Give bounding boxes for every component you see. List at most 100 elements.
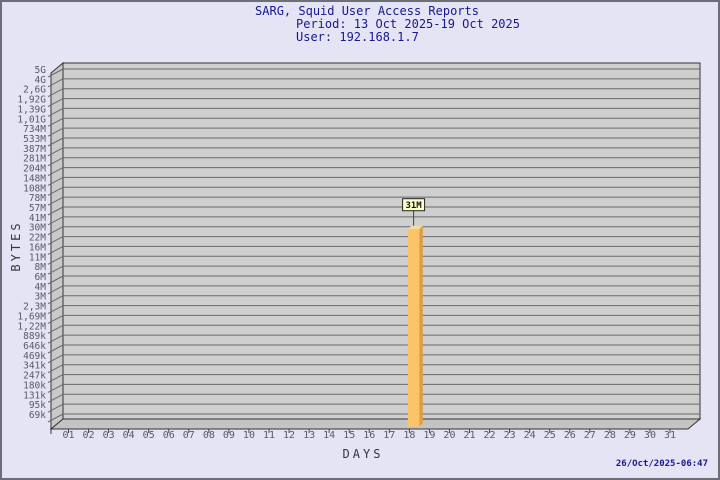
x-tick-label: 25 [544, 430, 556, 441]
x-tick-label: 12 [283, 430, 295, 441]
y-tick-mark [47, 383, 64, 393]
y-tick-label: 204M [23, 164, 46, 175]
y-tick-label: 469k [23, 351, 46, 362]
y-tick-label: 646k [23, 341, 46, 352]
x-tick-label: 20 [443, 430, 455, 441]
y-axis-title: BYTES [9, 220, 23, 272]
y-tick-label: 533M [23, 134, 46, 145]
x-tick-label: 08 [203, 430, 215, 441]
y-tick-label: 4M [35, 282, 47, 293]
x-tick-label: 31 [664, 430, 676, 441]
y-tick-mark [47, 157, 64, 167]
y-tick-label: 16M [29, 242, 46, 253]
plot-floor [49, 418, 702, 430]
x-tick-label: 17 [383, 430, 395, 441]
y-tick-mark [47, 196, 64, 206]
y-tick-label: 69k [29, 410, 46, 421]
report-timestamp: 26/Oct/2025-06:47 [615, 459, 708, 469]
bar-value-label: 31M [405, 201, 422, 211]
y-tick-label: 2,6G [23, 85, 46, 96]
y-tick-mark [47, 344, 64, 354]
y-tick-mark [47, 137, 64, 147]
y-tick-mark [47, 88, 64, 98]
bar-day-18 [407, 229, 420, 427]
plot-left-wall [50, 61, 64, 431]
chart-title: SARG, Squid User Access Reports [255, 4, 479, 18]
y-tick-mark [47, 216, 64, 226]
y-tick-mark [47, 98, 64, 108]
x-tick-label: 18 [403, 430, 415, 441]
y-tick-mark [47, 117, 64, 127]
y-tick-label: 180k [23, 380, 46, 391]
y-tick-label: 108M [23, 183, 46, 194]
y-tick-label: 78M [29, 193, 46, 204]
bar-top [407, 225, 423, 230]
chart-period: Period: 13 Oct 2025-19 Oct 2025 [296, 17, 520, 31]
y-tick-label: 8M [35, 262, 47, 273]
y-tick-mark [47, 324, 64, 334]
y-tick-label: 889k [23, 331, 46, 342]
chart-user: User: 192.168.1.7 [296, 30, 419, 44]
y-tick-label: 57M [29, 203, 46, 214]
y-tick-mark [47, 305, 64, 315]
y-tick-label: 131k [23, 390, 46, 401]
y-tick-mark [47, 413, 64, 423]
y-tick-mark [47, 206, 64, 216]
y-tick-mark [47, 245, 64, 255]
y-tick-mark [47, 354, 64, 364]
x-tick-label: 29 [624, 430, 636, 441]
y-tick-mark [47, 78, 64, 88]
bar-value-box [402, 198, 426, 212]
y-tick-label: 95k [29, 400, 46, 411]
y-tick-label: 1,92G [17, 95, 46, 106]
y-tick-mark [47, 167, 64, 177]
plot-back-wall [62, 62, 701, 420]
x-tick-label: 28 [604, 430, 616, 441]
y-tick-mark [47, 265, 64, 275]
y-tick-label: 30M [29, 223, 46, 234]
x-tick-label: 06 [163, 430, 175, 441]
y-tick-label: 2,3M [23, 302, 46, 313]
y-tick-mark [47, 176, 64, 186]
y-tick-label: 22M [29, 233, 46, 244]
y-tick-label: 1,22M [17, 321, 46, 332]
x-tick-label: 03 [103, 430, 115, 441]
bar-side [419, 225, 423, 427]
y-tick-label: 3M [35, 292, 47, 303]
y-tick-label: 5G [35, 65, 47, 76]
y-tick-label: 4G [35, 75, 47, 86]
x-tick-label: 02 [83, 430, 95, 441]
y-tick-label: 11M [29, 252, 46, 263]
y-tick-label: 1,39G [17, 104, 46, 115]
y-tick-label: 1,01G [17, 114, 46, 125]
x-tick-label: 21 [463, 430, 475, 441]
y-tick-mark [47, 403, 64, 413]
x-tick-label: 30 [644, 430, 656, 441]
y-tick-label: 41M [29, 213, 46, 224]
y-tick-mark [47, 314, 64, 324]
y-tick-mark [47, 107, 64, 117]
y-tick-mark [47, 147, 64, 157]
x-axis-title: DAYS [342, 447, 384, 461]
y-tick-label: 387M [23, 144, 46, 155]
x-tick-label: 01 [62, 430, 74, 441]
x-tick-label: 07 [183, 430, 195, 441]
y-tick-mark [47, 393, 64, 403]
x-tick-label: 14 [323, 430, 335, 441]
y-tick-label: 341k [23, 361, 46, 372]
x-tick-label: 04 [123, 430, 135, 441]
x-tick-label: 05 [143, 430, 155, 441]
x-tick-label: 23 [504, 430, 516, 441]
y-tick-mark [47, 285, 64, 295]
y-tick-mark [47, 127, 64, 137]
x-tick-label: 24 [524, 430, 536, 441]
y-tick-mark [47, 226, 64, 236]
y-tick-mark [47, 295, 64, 305]
x-tick-label: 27 [584, 430, 596, 441]
y-tick-label: 734M [23, 124, 46, 135]
y-tick-mark [47, 334, 64, 344]
y-tick-mark [47, 275, 64, 285]
x-tick-label: 22 [484, 430, 496, 441]
